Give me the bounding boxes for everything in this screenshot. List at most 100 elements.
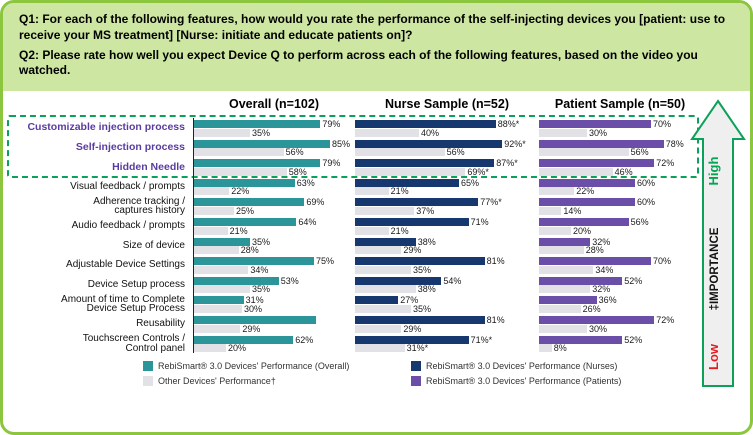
- bar-cell-overall: 64% 21%: [193, 216, 355, 236]
- bar-value-label: 56%: [285, 147, 304, 158]
- bar-value-label: 56%: [630, 217, 649, 228]
- chart-row: Adjustable Device Settings 75% 34% 81% 35% 70…: [11, 255, 750, 276]
- bar-value-label: 35%: [252, 284, 271, 295]
- importance-arrow-graphic: High ‡IMPORTANCE Low: [690, 99, 746, 387]
- bar-line: 32%: [539, 237, 701, 246]
- bar-value-label: 60%: [637, 197, 656, 208]
- bar-line: 85%: [194, 139, 355, 148]
- device-bar-patient: [539, 218, 629, 227]
- bar-line: 52%: [539, 276, 701, 285]
- bar-value-label: 21%: [390, 186, 409, 197]
- bar-line: 29%: [355, 246, 539, 255]
- bar-cell-nurse: 81% 29%: [355, 314, 539, 334]
- bar-value-label: 71%: [470, 217, 489, 228]
- bar-line: 63%: [194, 178, 355, 187]
- bar-line: 35%: [194, 128, 355, 137]
- bar-line: 30%: [539, 324, 701, 333]
- bar-value-label: 36%: [598, 295, 617, 306]
- device-bar-patient: [539, 296, 597, 305]
- other-bar-overall: [194, 187, 230, 196]
- legend-column-right: RebiSmart® 3.0 Devices' Performance (Nur…: [411, 361, 621, 391]
- other-bar-patient: [539, 226, 571, 235]
- device-bar-overall: [194, 178, 295, 187]
- device-bar-overall: [194, 237, 250, 246]
- bar-value-label: 32%: [592, 284, 611, 295]
- legend-item: RebiSmart® 3.0 Devices' Performance (Nur…: [411, 361, 621, 372]
- legend-item: RebiSmart® 3.0 Devices' Performance (Ove…: [143, 361, 411, 372]
- bar-cell-patient: 36% 26%: [539, 295, 701, 315]
- row-label: Visual feedback / prompts: [70, 181, 185, 193]
- bar-line: 32%: [539, 285, 701, 294]
- device-bar-nurse: [355, 296, 399, 305]
- bar-cell-nurse: 77%* 37%: [355, 197, 539, 217]
- bar-line: 70%: [539, 257, 701, 266]
- other-bar-nurse: [355, 187, 389, 196]
- bar-value-label: 38%: [417, 284, 436, 295]
- legend-swatch: [411, 361, 421, 372]
- bar-line: 92%*: [355, 139, 539, 148]
- other-bar-nurse: [355, 167, 466, 176]
- bar-value-label: 88%*: [497, 119, 520, 130]
- other-bar-overall: [194, 128, 250, 137]
- arrow-low-label: Low: [706, 343, 721, 370]
- bar-value-label: 53%: [280, 275, 299, 286]
- bar-value-label: 22%: [231, 186, 250, 197]
- bar-line: [194, 316, 355, 325]
- device-bar-nurse: [355, 257, 485, 266]
- bar-value-label: 79%: [322, 158, 341, 169]
- bar-value-label: 92%*: [504, 138, 526, 149]
- bar-line: 72%: [539, 316, 701, 325]
- device-bar-patient: [539, 139, 664, 148]
- bar-line: 65%: [355, 177, 539, 188]
- other-bar-patient: [539, 305, 581, 314]
- bar-value-label: 58%: [288, 166, 307, 177]
- other-bar-overall: [194, 305, 242, 314]
- other-bar-overall: [194, 246, 239, 255]
- device-bar-overall: [194, 198, 305, 207]
- bar-line: 26%: [539, 305, 701, 314]
- other-bar-overall: [194, 148, 284, 157]
- row-label: Adherence tracking / captures history: [93, 195, 185, 217]
- bar-value-label: 35%: [413, 304, 432, 315]
- bar-value-label: 31%*: [406, 343, 429, 354]
- bar-line: 37%: [355, 207, 539, 216]
- other-bar-nurse: [355, 148, 445, 157]
- chart-rows: Customizable injection process 79% 35% 88%*…: [7, 115, 750, 354]
- chart-row: Customizable injection process 79% 35% 88%*…: [11, 118, 750, 138]
- bar-value-label: 20%: [573, 225, 592, 236]
- legend-item: RebiSmart® 3.0 Devices' Performance (Pat…: [411, 376, 621, 387]
- bar-line: 34%: [194, 265, 355, 274]
- bar-cell-overall: 63% 22%: [193, 177, 355, 197]
- device-bar-patient: [539, 198, 635, 207]
- column-header-patient: Patient Sample (n=50): [554, 97, 686, 112]
- bar-value-label: 46%: [614, 166, 633, 177]
- row-label: Reusability: [136, 318, 185, 330]
- bar-line: 88%*: [355, 120, 539, 129]
- bar-cell-nurse: 38% 29%: [355, 236, 539, 256]
- question-header: Q1: For each of the following features, …: [3, 3, 750, 92]
- bar-value-label: 28%: [240, 245, 259, 256]
- other-bar-overall: [194, 207, 234, 216]
- bar-cell-patient: 78% 56%: [539, 138, 701, 158]
- bar-line: 29%: [194, 324, 355, 333]
- q2-text: Q2: Please rate how well you expect Devi…: [19, 47, 698, 78]
- bar-value-label: 64%: [298, 217, 317, 228]
- chart-row: Touchscreen Controls / Control panel 62% 2…: [11, 333, 750, 354]
- bar-cell-overall: 62% 20%: [193, 333, 355, 354]
- bar-value-label: 65%: [461, 177, 480, 188]
- bar-line: 87%*: [355, 159, 539, 168]
- other-bar-patient: [539, 265, 594, 274]
- device-bar-patient: [539, 316, 655, 325]
- bar-value-label: 20%: [228, 343, 247, 354]
- device-bar-nurse: [355, 198, 479, 207]
- bar-line: 54%: [355, 276, 539, 285]
- bar-value-label: 29%: [242, 323, 261, 334]
- other-bar-nurse: [355, 128, 419, 137]
- device-bar-patient: [539, 276, 623, 285]
- bar-line: 14%: [539, 207, 701, 216]
- bar-line: 71%*: [355, 335, 539, 344]
- bar-line: 35%: [355, 305, 539, 314]
- bar-value-label: 32%: [592, 236, 611, 247]
- bar-value-label: 69%: [306, 197, 325, 208]
